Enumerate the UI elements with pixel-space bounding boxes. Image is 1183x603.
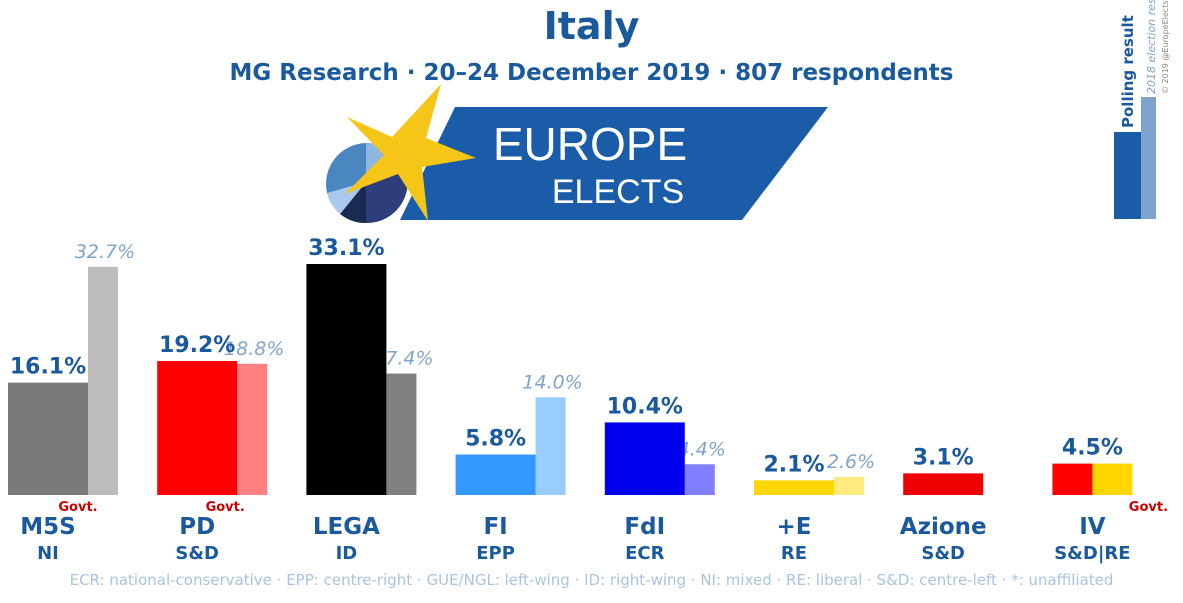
- category-label-iv: IV: [1079, 514, 1106, 540]
- group-label-iv: S&D|RE: [1054, 543, 1130, 564]
- category-label-pd: PD: [179, 514, 215, 540]
- label-current-fdi: 10.4%: [607, 394, 683, 419]
- bar-previous-m5s: [88, 266, 118, 495]
- chart-title: Italy: [543, 4, 640, 48]
- govt-marker-pd: Govt.: [206, 500, 245, 515]
- bar-previous-pd: [237, 363, 268, 495]
- logo-star-icon: [345, 84, 476, 221]
- category-label-azione: Azione: [900, 514, 987, 540]
- label-current-azione: 3.1%: [913, 445, 974, 470]
- footer-legend: ECR: national-conservative · EPP: centre…: [69, 571, 1114, 589]
- label-previous-m5s: 32.7%: [75, 241, 135, 263]
- bar-group: 32.7% 16.1% M5S NI Govt. 18.8%19.2% PD S&D Govt.…: [8, 236, 1168, 564]
- logo-text-europe: EUROPE: [493, 118, 687, 170]
- bar-current-m5s: [8, 382, 88, 495]
- legend-swatch-previous: [1141, 97, 1156, 219]
- europe-elects-logo: EUROPE ELECTS: [325, 84, 828, 224]
- label-previous-fi: 14.0%: [522, 371, 582, 393]
- label-current-m5s: 16.1%: [10, 355, 86, 380]
- label-current-pd: 19.2%: [159, 333, 235, 358]
- legend-swatch-current: [1114, 132, 1141, 219]
- group-label-fdi: ECR: [625, 543, 665, 564]
- label-previous-e: 2.6%: [827, 451, 875, 473]
- bar-current-e: [754, 480, 834, 495]
- bar-current-azione: [903, 473, 984, 495]
- label-current-lega: 33.1%: [308, 236, 384, 261]
- bar-current-lega: [306, 264, 387, 495]
- label-previous-pd: 18.8%: [224, 338, 284, 360]
- logo-banner: [400, 107, 828, 220]
- bar-previous-e: [834, 476, 864, 495]
- category-label-fi: FI: [483, 514, 507, 540]
- group-label-e: RE: [781, 543, 807, 564]
- bar-previous-fdi: [684, 464, 715, 495]
- label-current-e: 2.1%: [763, 452, 824, 477]
- bar-current-fdi: [604, 422, 685, 495]
- group-label-m5s: NI: [37, 543, 59, 564]
- bar-current-iv-part2: [1092, 463, 1133, 495]
- govt-marker-iv: Govt.: [1129, 500, 1168, 515]
- label-current-iv: 4.5%: [1062, 436, 1123, 461]
- bar-current-pd: [157, 361, 238, 495]
- legend-label-previous: 2018 election result: [1145, 0, 1158, 94]
- chart-subtitle: MG Research · 20–24 December 2019 · 807 …: [229, 60, 954, 86]
- bar-previous-fi: [535, 397, 566, 495]
- group-label-lega: ID: [336, 543, 358, 564]
- govt-marker-m5s: Govt.: [58, 500, 97, 515]
- logo-text-elects: ELECTS: [552, 173, 684, 211]
- group-label-azione: S&D: [921, 543, 965, 564]
- category-label-e: +E: [777, 514, 812, 540]
- legend: [1114, 97, 1156, 219]
- group-label-fi: EPP: [476, 543, 515, 564]
- legend-label-current: Polling result: [1119, 15, 1137, 128]
- category-label-fdi: FdI: [624, 514, 665, 540]
- bar-current-iv-part1: [1052, 463, 1093, 495]
- bar-previous-lega: [386, 373, 417, 495]
- bar-current-fi: [455, 454, 536, 495]
- category-label-lega: LEGA: [313, 514, 380, 540]
- category-label-m5s: M5S: [20, 514, 75, 540]
- group-label-pd: S&D: [175, 543, 219, 564]
- label-previous-lega: 17.4%: [373, 348, 433, 370]
- copyright-text: © 2019 @EuropeElects: [1161, 0, 1170, 94]
- label-previous-fdi: 4.4%: [678, 438, 726, 460]
- label-current-fi: 5.8%: [465, 427, 526, 452]
